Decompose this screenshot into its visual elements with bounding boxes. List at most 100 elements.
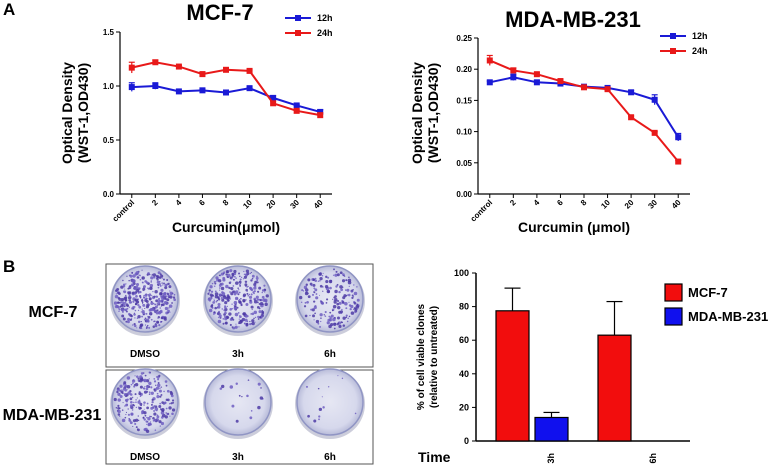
colony-dot xyxy=(121,409,124,411)
colony-dot xyxy=(143,294,145,297)
colony-dot xyxy=(341,308,343,311)
colony-dot xyxy=(153,412,157,416)
colony-dot xyxy=(159,387,161,389)
colony-dot xyxy=(125,299,128,302)
colony-dot xyxy=(246,290,248,292)
colony-dot xyxy=(124,398,128,402)
colony-dot xyxy=(127,317,131,321)
colony-dot xyxy=(137,315,141,319)
colony-dot xyxy=(314,304,317,308)
colony-dot xyxy=(142,303,146,307)
colony-dot xyxy=(163,317,167,321)
colony-dot xyxy=(156,320,160,324)
colony-dot xyxy=(332,298,334,300)
colony-dot xyxy=(117,407,120,410)
colony-dot xyxy=(160,411,165,415)
colony-dot xyxy=(159,292,163,295)
colony-dot xyxy=(133,324,137,328)
colony-dot xyxy=(142,287,146,291)
colony-dot xyxy=(245,323,249,327)
colony-dot xyxy=(120,285,124,289)
c1-y-tick-label: 1.0 xyxy=(103,82,115,91)
colony-dot xyxy=(223,316,226,318)
colony-dot xyxy=(170,402,173,405)
colony-dot xyxy=(303,285,308,290)
colony-dot xyxy=(218,293,222,297)
colony-dot xyxy=(130,383,133,386)
c2-x-tick-label: control xyxy=(469,198,495,224)
colony-dot xyxy=(156,278,159,281)
colony-dot xyxy=(299,295,303,300)
colony-dot xyxy=(155,386,160,390)
colony-dot xyxy=(154,307,157,309)
colony-dot xyxy=(244,280,248,284)
colony-dot xyxy=(147,303,149,305)
mcf7-x-axis-label: Curcumin(μmol) xyxy=(172,219,280,235)
colony-dot xyxy=(337,305,341,310)
panel-a-letter: A xyxy=(3,0,15,19)
colony-dot xyxy=(153,295,156,298)
colony-dot xyxy=(228,312,232,316)
c1-y-tick-label: 0.0 xyxy=(103,190,115,199)
colony-dot xyxy=(236,306,239,309)
colony-dot xyxy=(264,302,268,307)
colony-dot xyxy=(261,289,265,292)
colony-dot xyxy=(134,375,136,377)
colony-dot xyxy=(132,425,134,427)
colony-dot xyxy=(149,283,154,288)
c2-x-tick-label: 2 xyxy=(508,198,518,208)
colony-dot xyxy=(216,299,219,302)
plate-col-label-6h: 6h xyxy=(324,349,336,360)
colony-dot xyxy=(251,274,255,278)
colony-dot xyxy=(334,295,337,298)
colony-dot xyxy=(311,293,315,296)
colony-dot xyxy=(160,394,163,396)
c1-x-tick-label: 30 xyxy=(288,198,301,211)
colony-dot xyxy=(157,382,160,384)
colony-dot xyxy=(259,299,262,302)
colony-dot xyxy=(331,309,334,312)
colony-dot xyxy=(309,314,311,317)
colony-dot xyxy=(143,404,145,406)
colony-dot xyxy=(154,324,158,328)
colony-dot xyxy=(222,276,226,280)
colony-dot xyxy=(222,318,225,320)
colony-dot xyxy=(129,274,133,278)
mdamb231-y-axis-label: Optical Density(WST-1,OD430) xyxy=(409,62,441,164)
colony-dot xyxy=(327,276,330,279)
colony-dot xyxy=(251,312,255,316)
colony-dot xyxy=(132,324,134,326)
colony-dot xyxy=(119,384,123,388)
colony-dot xyxy=(211,282,214,285)
colony-dot xyxy=(225,269,230,274)
colony-dot xyxy=(315,293,318,295)
colony-dot xyxy=(173,293,176,296)
bar-mcf-7-3h xyxy=(495,310,530,442)
colony-dot xyxy=(159,307,161,309)
colony-dot xyxy=(143,313,145,316)
colony-dot xyxy=(350,290,353,293)
colony-dot xyxy=(164,306,169,311)
c2-data-point-12h xyxy=(675,134,682,141)
colony-dot xyxy=(136,276,140,279)
colony-dot xyxy=(161,277,163,279)
colony-dot xyxy=(314,288,318,292)
colony-dot xyxy=(344,301,348,306)
colony-dot xyxy=(141,301,144,304)
colony-dot xyxy=(250,271,253,274)
c1-legend-label-12h: 12h xyxy=(317,13,333,23)
colony-dot xyxy=(122,317,126,321)
colony-dot xyxy=(150,403,153,406)
c2-x-tick-label: 30 xyxy=(646,198,659,211)
colony-dot xyxy=(242,278,245,280)
colony-dot xyxy=(328,279,333,284)
colony-dot xyxy=(348,276,350,279)
colony-dot xyxy=(328,318,332,322)
colony-dot xyxy=(172,296,176,299)
c2-x-tick-label: 4 xyxy=(532,198,542,208)
colony-dot xyxy=(304,314,308,318)
colony-dot xyxy=(245,299,247,301)
colony-dot xyxy=(129,284,132,288)
colony-dot xyxy=(129,318,133,322)
colony-dot xyxy=(233,306,237,310)
